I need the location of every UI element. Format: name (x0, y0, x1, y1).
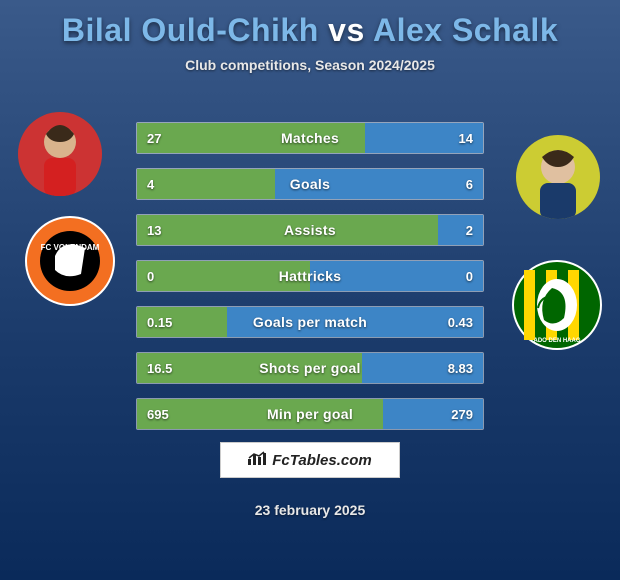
stat-row: 2714Matches (136, 122, 484, 154)
stat-label: Goals (137, 176, 483, 192)
stat-row: 46Goals (136, 168, 484, 200)
player1-avatar (18, 112, 102, 196)
comparison-date: 23 february 2025 (0, 502, 620, 518)
stat-row: 695279Min per goal (136, 398, 484, 430)
stat-row: 132Assists (136, 214, 484, 246)
stat-row: 00Hattricks (136, 260, 484, 292)
player2-name: Alex Schalk (373, 12, 558, 48)
footer-label: FcTables.com (272, 452, 371, 469)
club1-text: FC VOLENDAM (41, 243, 100, 252)
stat-row: 16.58.83Shots per goal (136, 352, 484, 384)
player2-club-logo: ADO DEN HAAG (512, 260, 602, 350)
chart-icon (248, 451, 266, 469)
stat-label: Shots per goal (137, 360, 483, 376)
stat-label: Assists (137, 222, 483, 238)
stats-container: 2714Matches 46Goals 132Assists 00Hattricks 0… (136, 122, 484, 444)
stat-label: Matches (137, 130, 483, 146)
player1-club-logo: FC VOLENDAM (25, 216, 115, 306)
stat-label: Hattricks (137, 268, 483, 284)
club2-text: ADO DEN HAAG (533, 338, 580, 344)
player2-avatar (516, 135, 600, 219)
subtitle: Club competitions, Season 2024/2025 (0, 57, 620, 73)
fctables-badge[interactable]: FcTables.com (220, 442, 400, 478)
stat-label: Goals per match (137, 314, 483, 330)
stat-label: Min per goal (137, 406, 483, 422)
player1-name: Bilal Ould-Chikh (62, 12, 319, 48)
vs-label: vs (328, 12, 365, 48)
comparison-title: Bilal Ould-Chikh vs Alex Schalk (0, 0, 620, 49)
stat-row: 0.150.43Goals per match (136, 306, 484, 338)
